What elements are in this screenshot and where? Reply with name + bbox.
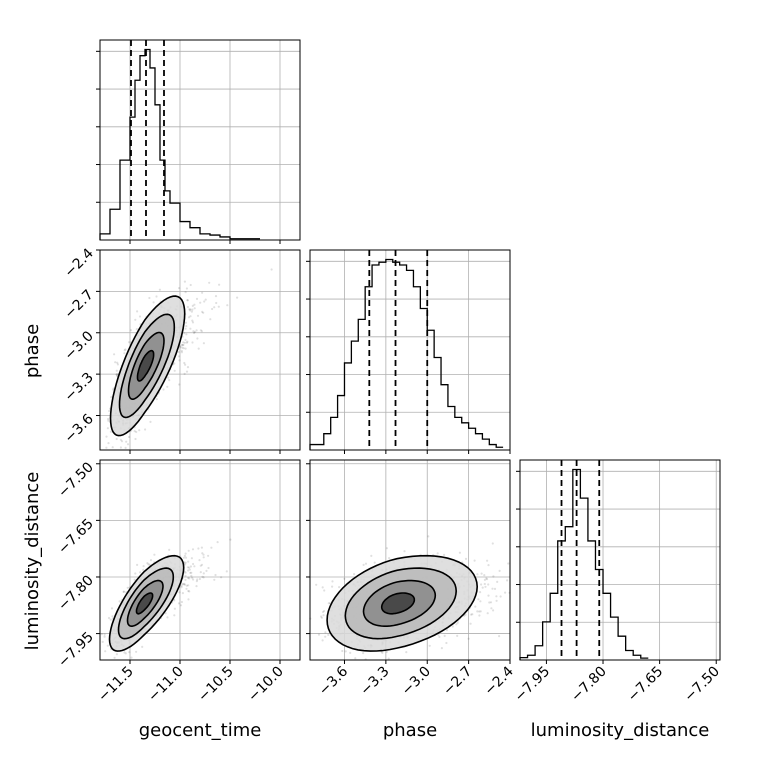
y-tick-label-phase-0: −3.6: [61, 411, 96, 446]
hist-geocent_time-frame: [99, 39, 301, 241]
joint-phase-luminosity_distance-frame: [309, 459, 511, 661]
joint-geocent_time-phase-frame: [99, 249, 301, 451]
y-tick-label-phase-4: −2.4: [61, 245, 96, 280]
x-tick-label-luminosity_distance-2: −7.65: [625, 664, 667, 706]
x-tick-label-geocent_time-2: −10.5: [195, 664, 237, 706]
xlabel-phase: phase: [383, 720, 437, 741]
x-tick-label-geocent_time-3: −10.0: [245, 664, 287, 706]
joint-phase-luminosity_distance-contour-0: [326, 554, 479, 652]
joint-geocent_time-phase-density-3: [137, 350, 154, 381]
x-tick-label-geocent_time-0: −11.5: [95, 664, 137, 706]
x-tick-label-geocent_time-1: −11.0: [145, 664, 187, 706]
x-tick-label-phase-0: −3.6: [316, 663, 351, 698]
joint-phase-luminosity_distance-contour-2: [362, 579, 437, 628]
histogram-phase: [309, 258, 504, 450]
histogram-luminosity_distance: [519, 468, 649, 660]
joint-phase-luminosity_distance-contour-1: [344, 567, 458, 640]
y-tick-label-phase-3: −2.7: [61, 287, 96, 322]
joint-geocent_time-luminosity_distance-density-3: [136, 593, 153, 614]
joint-geocent_time-phase-contour-1: [118, 313, 176, 419]
joint-geocent_time-luminosity_distance-contour-1: [117, 567, 175, 640]
xlabel-geocent-time: geocent_time: [139, 720, 262, 741]
ylabel-luminosity-distance: luminosity_distance: [22, 472, 43, 651]
y-tick-label-luminosity_distance-3: −7.50: [55, 459, 97, 501]
histogram-geocent_time: [99, 48, 260, 240]
joint-geocent_time-phase-contour-3: [136, 349, 155, 382]
hist-luminosity_distance-frame: [519, 459, 721, 661]
joint-geocent_time-luminosity_distance-frame: [99, 459, 301, 661]
y-tick-label-luminosity_distance-2: −7.65: [55, 516, 97, 558]
x-tick-label-luminosity_distance-3: −7.50: [681, 664, 723, 706]
joint-phase-luminosity_distance-density-3: [381, 593, 415, 614]
joint-geocent_time-phase-contour-2: [127, 331, 165, 401]
xlabel-luminosity-distance: luminosity_distance: [531, 720, 710, 741]
x-tick-label-luminosity_distance-0: −7.95: [512, 664, 554, 706]
ylabel-phase: phase: [22, 324, 43, 378]
joint-geocent_time-luminosity_distance-contour-0: [108, 554, 185, 652]
x-tick-label-phase-2: −3.0: [399, 664, 434, 699]
y-tick-label-phase-2: −3.0: [61, 328, 96, 363]
y-tick-label-luminosity_distance-1: −7.80: [55, 572, 97, 614]
joint-geocent_time-phase-contour-0: [109, 295, 186, 437]
x-tick-label-phase-3: −2.7: [440, 664, 475, 699]
y-tick-label-luminosity_distance-0: −7.95: [55, 629, 97, 671]
y-tick-label-phase-1: −3.3: [61, 370, 96, 405]
x-tick-label-luminosity_distance-1: −7.80: [568, 664, 610, 706]
x-tick-label-phase-1: −3.3: [357, 664, 392, 699]
joint-geocent_time-luminosity_distance-contour-3: [135, 592, 154, 615]
joint-phase-luminosity_distance-contour-3: [380, 592, 416, 615]
joint-geocent_time-luminosity_distance-contour-2: [126, 579, 164, 628]
hist-phase-frame: [309, 249, 511, 451]
